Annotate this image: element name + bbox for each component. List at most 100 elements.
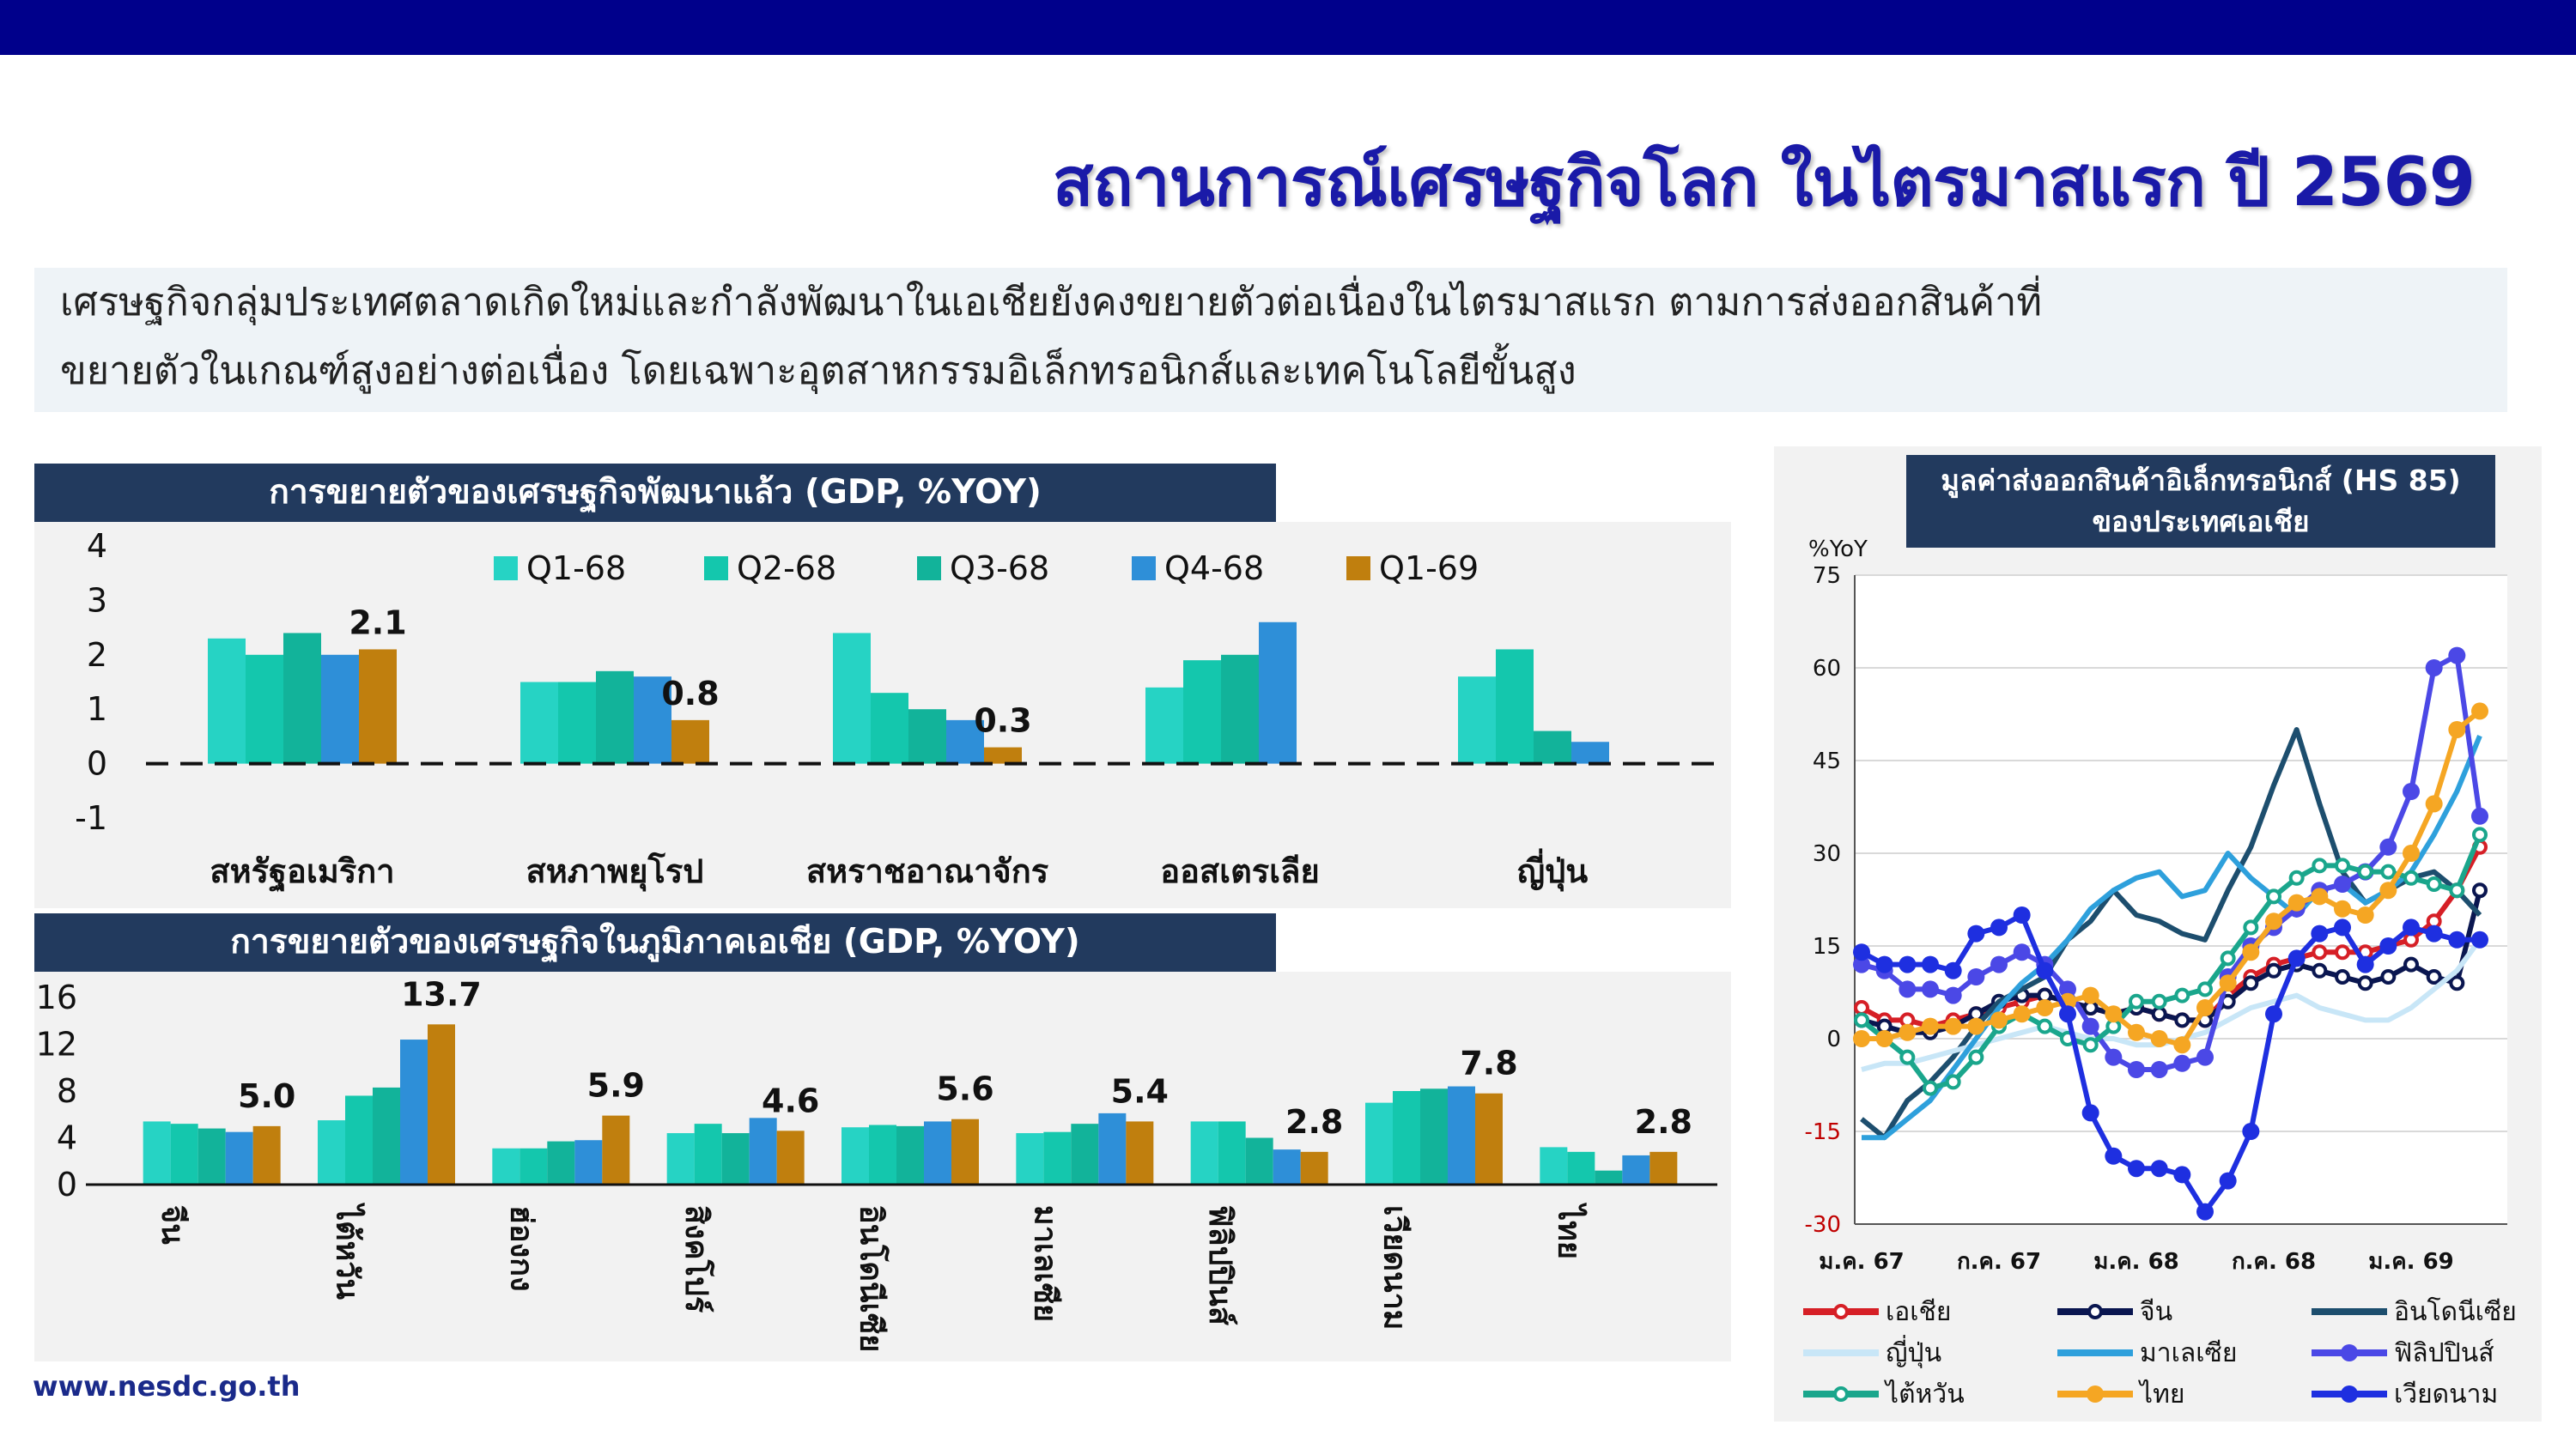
data-point	[1853, 943, 1870, 961]
bar	[602, 1115, 630, 1185]
data-point	[2426, 969, 2442, 985]
data-point	[2403, 783, 2420, 800]
data-point	[2288, 870, 2305, 886]
data-point	[1853, 955, 1870, 973]
data-point	[2242, 1123, 2260, 1140]
data-point	[2471, 702, 2488, 720]
data-point	[2037, 1018, 2053, 1034]
legend-label: Q4-68	[1164, 549, 1264, 587]
bar	[197, 1128, 226, 1185]
bar	[1016, 1133, 1044, 1185]
bar	[1567, 1151, 1595, 1185]
bar	[143, 1121, 171, 1185]
data-point	[1922, 980, 1939, 998]
x-category-label: ฮ่องกง	[504, 1205, 539, 1292]
data-point	[1899, 1049, 1916, 1065]
data-label: 0.3	[974, 702, 1031, 740]
bar	[871, 693, 908, 764]
series-line	[1862, 709, 2482, 1048]
data-point	[1968, 1049, 1984, 1065]
bar	[225, 1131, 253, 1185]
data-point	[2356, 955, 2374, 973]
data-point	[2219, 974, 2237, 992]
data-point	[2265, 1005, 2282, 1023]
bar	[721, 1133, 750, 1185]
data-point	[2379, 882, 2397, 900]
data-point	[2449, 882, 2465, 899]
bar	[1183, 660, 1221, 764]
data-point	[2265, 912, 2282, 931]
data-label: 0.8	[661, 675, 719, 712]
y-tick-label: 0	[1826, 1027, 1841, 1052]
bar	[1273, 1149, 1301, 1185]
legend-label: เอเชีย	[1886, 1297, 1951, 1327]
data-label: 2.8	[1635, 1103, 1692, 1141]
data-point	[2379, 838, 2397, 856]
series-line	[1862, 735, 2482, 1141]
data-point	[1967, 968, 1985, 985]
y-tick-label: 15	[1813, 934, 1841, 960]
data-point	[2128, 1061, 2145, 1078]
x-category-label: สหภาพยุโรป	[526, 852, 704, 892]
legend-swatch	[1132, 556, 1156, 580]
data-point	[2036, 999, 2054, 1016]
data-point	[2059, 1005, 2076, 1023]
data-point	[1944, 1017, 1962, 1035]
legend-label: Q3-68	[950, 549, 1049, 587]
data-point	[1945, 1074, 1961, 1090]
bar	[671, 719, 709, 764]
data-label: 5.9	[587, 1067, 645, 1105]
page-title: สถานการณ์เศรษฐกิจโลก ในไตรมาสแรก ปี 2569	[1052, 144, 2476, 221]
data-point	[2150, 1061, 2168, 1078]
data-point	[2334, 919, 2351, 937]
bar	[869, 1125, 896, 1185]
data-point	[2335, 969, 2350, 985]
data-point	[2243, 919, 2259, 936]
legend-label: ฟิลิปปินส์	[2394, 1338, 2494, 1368]
data-point	[2403, 870, 2419, 886]
x-tick-label: ม.ค. 69	[2368, 1249, 2454, 1275]
bar	[1649, 1151, 1678, 1185]
bar	[246, 654, 283, 764]
legend-label: มาเลเซีย	[2140, 1338, 2237, 1368]
data-point	[1967, 1017, 1985, 1035]
bar	[749, 1118, 777, 1185]
y-tick-label: 0	[87, 745, 107, 783]
data-point	[1899, 955, 1917, 973]
bar	[170, 1124, 198, 1185]
bar	[400, 1040, 428, 1185]
bar	[520, 682, 558, 764]
data-point	[2173, 1166, 2191, 1184]
data-point	[2311, 925, 2329, 943]
data-point	[1990, 919, 2008, 937]
legend-label: อินโดนีเซีย	[2394, 1296, 2517, 1327]
x-category-label: ไต้หวัน	[329, 1202, 366, 1300]
series-line	[1861, 889, 2482, 1035]
y-tick-label: -15	[1805, 1119, 1841, 1145]
x-category-label: ฟิลิปปินส์	[1202, 1205, 1238, 1325]
bar	[1043, 1131, 1072, 1185]
data-point	[2403, 956, 2419, 973]
x-category-label: สหรัฐอเมริกา	[210, 852, 394, 893]
bar	[547, 1141, 575, 1185]
data-point	[2081, 1017, 2099, 1035]
bar	[558, 682, 596, 764]
data-point	[2196, 1203, 2214, 1221]
data-point	[1967, 925, 1985, 943]
legend-label: ญี่ปุ่น	[1886, 1335, 1941, 1369]
data-point	[2105, 1048, 2123, 1066]
y-tick-label: 75	[1813, 563, 1841, 589]
asia-gdp-panel: 16 12 8 4 0 5.0 จีน 13.7 ไต้หวัน 5.9 ฮ่องกง 4.6 สิงค…	[34, 972, 1731, 1361]
bar	[519, 1148, 548, 1185]
data-point	[2311, 888, 2329, 906]
data-point	[1875, 955, 1893, 973]
y-tick-label: -30	[1805, 1212, 1841, 1238]
y-tick-label: 0	[57, 1166, 77, 1203]
bar	[345, 1095, 373, 1185]
data-point	[1899, 1023, 1917, 1041]
footer-url: www.nesdc.go.th	[33, 1370, 301, 1403]
data-point	[2036, 961, 2054, 979]
data-point	[2013, 943, 2031, 961]
data-point	[2243, 975, 2259, 991]
data-point	[2425, 659, 2443, 676]
